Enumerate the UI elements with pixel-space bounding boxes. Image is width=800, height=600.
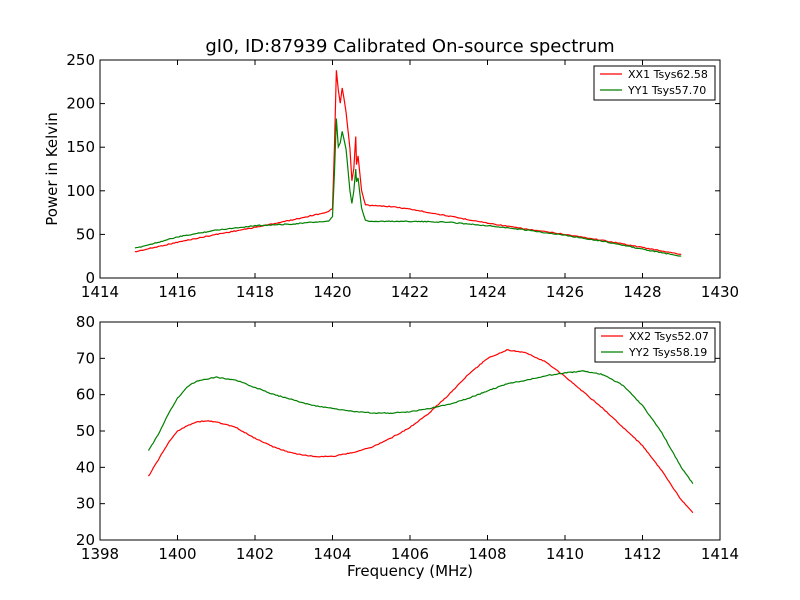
top-x-tick-label: 1422 [391, 283, 429, 301]
bottom-x-tick-label: 1404 [313, 545, 351, 563]
x-axis-label: Frequency (MHz) [347, 562, 473, 580]
bottom-y-tick-label: 60 [76, 386, 95, 404]
bottom-y-tick-label: 20 [76, 531, 95, 549]
top-legend-label-yy1: YY1 Tsys57.70 [627, 84, 706, 97]
top-legend: XX1 Tsys62.58 YY1 Tsys57.70 [593, 65, 716, 101]
bottom-y-tick-label: 50 [76, 422, 95, 440]
chart-title: gI0, ID:87939 Calibrated On-source spect… [205, 36, 614, 57]
bottom-y-tick-label: 70 [76, 349, 95, 367]
bottom-series-line-yy2 [147, 370, 694, 484]
top-x-tick-label: 1420 [313, 283, 351, 301]
bottom-x-tick-label: 1398 [81, 545, 119, 563]
bottom-series-line-xx2 [147, 349, 694, 514]
bottom-y-tick-label: 80 [76, 313, 95, 331]
top-x-tick-label: 1426 [546, 283, 584, 301]
top-y-tick-label: 200 [66, 95, 95, 113]
top-x-tick-label: 1424 [468, 283, 506, 301]
top-y-axis-label: Power in Kelvin [43, 112, 61, 226]
top-y-tick-label: 150 [66, 138, 95, 156]
bottom-x-tick-label: 1410 [546, 545, 584, 563]
top-x-tick-label: 1418 [236, 283, 274, 301]
top-x-tick-label: 1430 [701, 283, 739, 301]
top-y-tick-label: 0 [85, 269, 95, 287]
bottom-y-tick-label: 30 [76, 495, 95, 513]
bottom-x-tick-label: 1400 [158, 545, 196, 563]
top-y-tick-label: 100 [66, 182, 95, 200]
bottom-x-tick-label: 1408 [468, 545, 506, 563]
top-x-tick-label: 1414 [81, 283, 119, 301]
top-y-tick-label: 50 [76, 225, 95, 243]
top-plot: 1414 1416 1418 1420 1422 1424 1426 1428 1430 0 50 1… [43, 51, 739, 301]
bottom-x-tick-label: 1412 [623, 545, 661, 563]
bottom-plot: 1398 1400 1402 1404 1406 1408 1410 1412 1414 20 30… [76, 313, 739, 580]
bottom-legend-label-xx2: XX2 Tsys52.07 [629, 330, 709, 343]
bottom-legend: XX2 Tsys52.07 YY2 Tsys58.19 [594, 327, 716, 363]
top-series-line-yy1 [134, 118, 682, 257]
top-series-line-xx1 [134, 70, 682, 256]
top-y-tick-label: 250 [66, 51, 95, 69]
top-x-tick-label: 1416 [158, 283, 196, 301]
bottom-x-tick-label: 1414 [701, 545, 739, 563]
top-x-tick-label: 1428 [623, 283, 661, 301]
bottom-x-tick-label: 1402 [236, 545, 274, 563]
bottom-legend-label-yy2: YY2 Tsys58.19 [628, 346, 707, 359]
bottom-y-tick-label: 40 [76, 458, 95, 476]
top-legend-label-xx1: XX1 Tsys62.58 [628, 68, 708, 81]
bottom-x-tick-label: 1406 [391, 545, 429, 563]
